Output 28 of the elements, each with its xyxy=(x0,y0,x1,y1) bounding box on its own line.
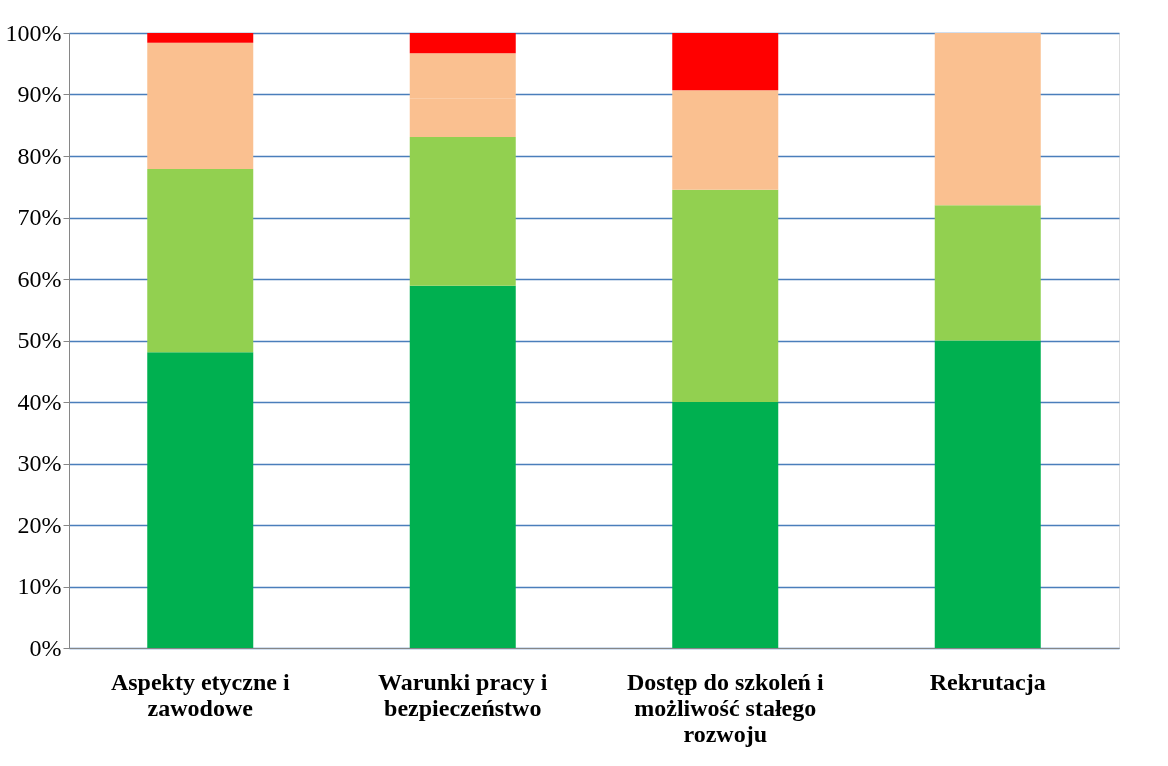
bar xyxy=(672,33,779,91)
y-tick-label: 80% xyxy=(17,142,62,169)
x-tick-label: Aspekty etyczne i zawodowe xyxy=(110,668,290,721)
y-tick-label: 40% xyxy=(17,388,62,415)
bar xyxy=(672,90,779,190)
bar xyxy=(934,205,1041,341)
x-tick-label: Dostęp do szkoleń i możliwość stałego rozwoju xyxy=(626,668,824,747)
bar xyxy=(409,136,516,286)
x-tick-label: Rekrutacja xyxy=(929,668,1046,695)
y-tick-label: 0% xyxy=(29,634,62,661)
bar xyxy=(672,189,779,402)
y-tick-label: 100% xyxy=(5,19,62,46)
y-tick-label: 90% xyxy=(17,81,62,107)
bar xyxy=(147,168,254,353)
x-tick-label: Warunki pracy i bezpieczeństwo xyxy=(378,668,548,721)
bar xyxy=(672,402,779,648)
y-tick-label: 70% xyxy=(17,204,62,230)
bar xyxy=(147,352,254,648)
bar xyxy=(934,340,1041,648)
bar xyxy=(409,285,516,648)
bar xyxy=(147,33,254,43)
y-tick-label: 50% xyxy=(17,327,62,353)
bar xyxy=(934,33,1041,206)
y-tick-label: 30% xyxy=(17,450,62,476)
y-tick-label: 10% xyxy=(17,573,62,599)
bar xyxy=(409,33,516,54)
y-tick-label: 60% xyxy=(17,265,62,292)
y-tick-label: 20% xyxy=(17,511,62,538)
